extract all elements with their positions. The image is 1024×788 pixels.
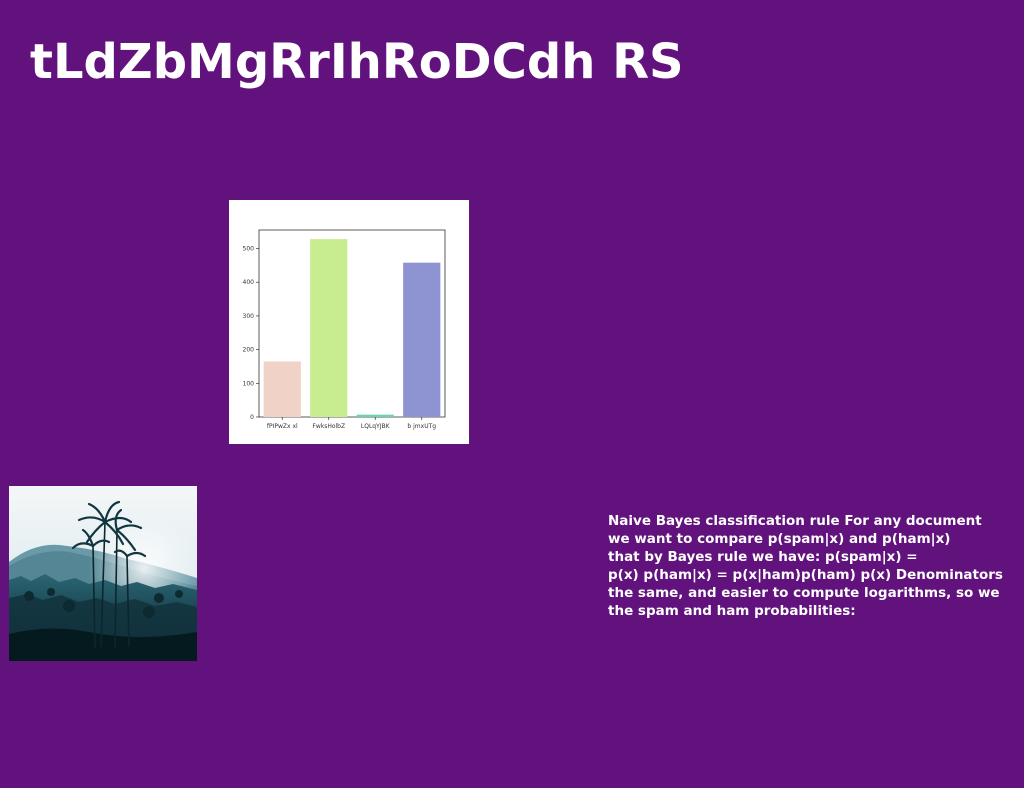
body-text-line: the spam and ham probabilities: — [608, 603, 856, 619]
bar-chart: 0 100 200 300 400 500 fPIPwZx xl FwksHolbZ LQLq… — [229, 200, 469, 444]
x-tick-label: FwksHolbZ — [312, 423, 345, 430]
body-text-line: the same, and easier to compute logarith… — [608, 585, 1000, 601]
y-tick-label: 500 — [243, 246, 255, 253]
palm-tree-landscape-photo — [9, 486, 197, 661]
x-tick-label: LQLqYJBK — [361, 423, 391, 430]
y-tick-label: 300 — [243, 313, 255, 320]
plot-area-frame — [258, 229, 446, 418]
chart-bar — [356, 414, 394, 417]
y-tick-label: 100 — [243, 380, 255, 387]
chart-bar — [403, 262, 441, 417]
body-text-line: that by Bayes rule we have: p(spam|x) = — [608, 549, 918, 565]
y-tick-label: 400 — [243, 279, 255, 286]
chart-bar — [263, 361, 301, 417]
body-text-line: p(x) p(ham|x) = p(x|ham)p(ham) p(x) Deno… — [608, 567, 1003, 583]
body-text-line: Naive Bayes classification rule For any … — [608, 513, 982, 529]
naive-bayes-text: Naive Bayes classification rule For any … — [608, 512, 1024, 620]
x-tick-label: b jmxUTg — [407, 423, 436, 430]
bar-chart-svg: 0 100 200 300 400 500 fPIPwZx xl FwksHolbZ LQLq… — [243, 229, 446, 430]
chart-bar — [310, 239, 348, 417]
x-tick-label: fPIPwZx xl — [267, 423, 298, 430]
y-tick-label: 0 — [250, 414, 254, 421]
body-text-line: we want to compare p(spam|x) and p(ham|x… — [608, 531, 951, 547]
y-tick-label: 200 — [243, 347, 255, 354]
slide-title: tLdZbMgRrIhRoDCdh RS — [30, 34, 684, 90]
